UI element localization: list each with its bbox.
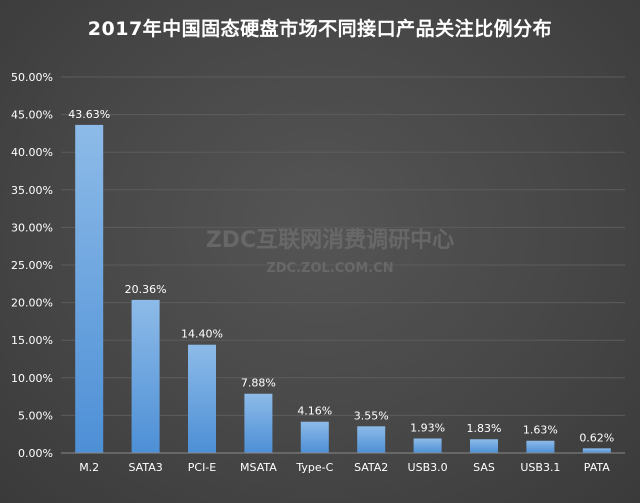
y-tick-label: 30.00% (11, 221, 53, 234)
y-tick-label: 45.00% (11, 109, 53, 122)
data-label: 1.93% (410, 421, 445, 434)
watermark-sub: ZDC.ZOL.COM.CN (266, 261, 393, 276)
y-tick-label: 15.00% (11, 334, 53, 347)
x-tick-label: PATA (584, 461, 610, 474)
chart-title: 2017年中国固态硬盘市场不同接口产品关注比例分布 (87, 18, 553, 40)
bar-pci-e (188, 344, 216, 453)
bar-usb3-0 (413, 438, 442, 453)
x-tick-label: Type-C (295, 461, 333, 474)
y-tick-label: 0.00% (18, 447, 53, 460)
data-label: 4.16% (297, 405, 332, 418)
x-axis-labels: M.2 SATA3 PCI-E MSATA Type-C SATA2 USB3.0 SAS US… (79, 461, 610, 474)
data-label: 43.63% (68, 108, 110, 121)
bar-type-c (300, 421, 329, 453)
x-tick-label: USB3.0 (408, 461, 448, 474)
y-tick-label: 5.00% (18, 409, 53, 422)
x-tick-label: M.2 (79, 461, 99, 474)
y-axis-ticks: 0.00% 5.00% 10.00% 15.00% 20.00% 25.00% 30.00%… (11, 71, 53, 460)
grid-lines (61, 76, 625, 416)
watermark: ZDC互联网消费调研中心 ZDC.ZOL.COM.CN (206, 228, 454, 276)
data-label: 0.62% (579, 431, 614, 444)
watermark-main: ZDC互联网消费调研中心 (206, 228, 454, 253)
data-label: 3.55% (354, 409, 389, 422)
y-tick-label: 25.00% (11, 259, 53, 272)
x-tick-label: SATA2 (354, 461, 388, 474)
bar-msata (244, 393, 273, 453)
bars (75, 124, 611, 453)
y-tick-label: 35.00% (11, 184, 53, 197)
bar-sata2 (357, 426, 386, 453)
bar-pata (582, 448, 611, 453)
x-tick-label: USB3.1 (520, 461, 560, 474)
bar-usb3-1 (526, 440, 555, 453)
y-tick-label: 10.00% (11, 372, 53, 385)
data-label: 7.88% (241, 377, 276, 390)
data-label: 1.63% (523, 424, 558, 437)
y-tick-label: 40.00% (11, 146, 53, 159)
x-tick-label: SATA3 (128, 461, 162, 474)
data-label: 14.40% (181, 328, 223, 341)
data-labels: 43.63% 20.36% 14.40% 7.88% 4.16% 3.55% 1.93% 1.… (68, 108, 614, 444)
y-tick-label: 20.00% (11, 297, 53, 310)
x-tick-label: MSATA (240, 461, 277, 474)
data-label: 1.83% (467, 422, 502, 435)
bar-m-2 (75, 124, 104, 453)
y-tick-label: 50.00% (11, 71, 53, 84)
bar-sata3 (131, 299, 160, 453)
bar-sas (470, 439, 498, 453)
x-tick-label: PCI-E (188, 461, 217, 474)
x-tick-label: SAS (473, 461, 495, 474)
data-label: 20.36% (125, 283, 167, 296)
